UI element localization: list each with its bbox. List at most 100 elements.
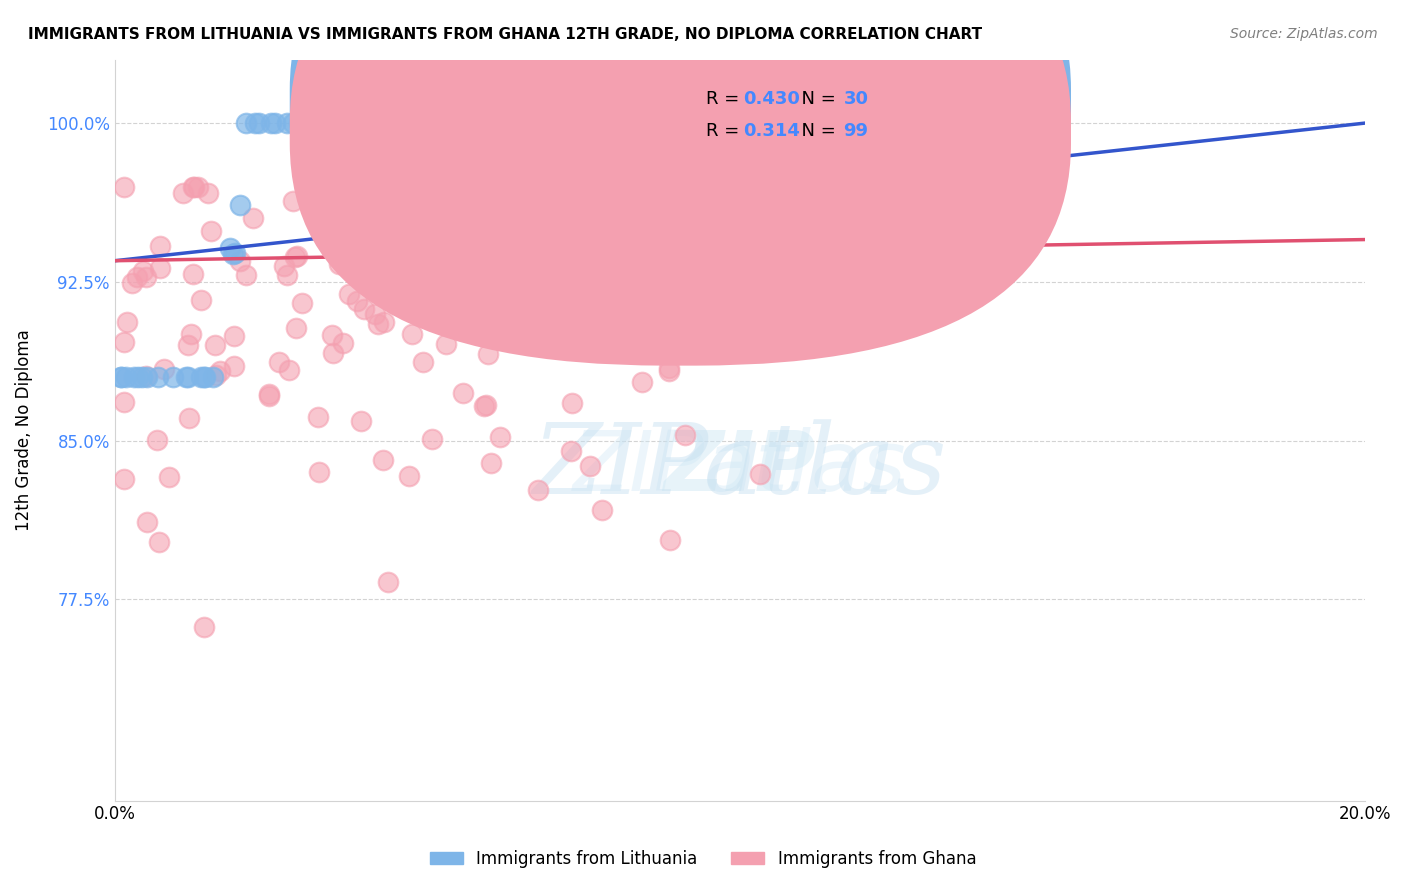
Point [209,364,232,378]
FancyBboxPatch shape [290,0,1071,334]
Point [377,574,399,589]
Point [132,263,155,277]
Point [434,337,457,351]
Point [204,338,226,352]
Point [204,368,226,382]
Text: R =: R = [706,122,745,140]
Point [471,289,494,303]
Point [247,116,270,130]
Point [257,386,280,401]
Point [149,261,172,276]
Point [153,361,176,376]
Point [172,186,194,200]
Point [181,179,204,194]
Point [277,363,299,377]
Point [477,347,499,361]
Point [276,268,298,282]
Point [658,364,681,378]
Text: Source: ZipAtlas.com: Source: ZipAtlas.com [1230,27,1378,41]
Point [276,116,298,130]
Point [273,259,295,273]
Point [283,116,305,130]
Point [224,328,246,343]
Point [851,254,873,268]
Point [200,224,222,238]
Point [125,270,148,285]
Point [479,456,502,470]
Point [193,370,215,384]
Point [224,246,246,260]
Point [346,294,368,309]
Point [451,385,474,400]
Point [408,248,430,262]
Point [110,370,132,384]
Point [510,295,533,310]
Point [148,535,170,549]
Point [179,411,201,425]
Point [401,326,423,341]
Point [364,307,387,321]
Point [416,116,439,130]
Point [267,355,290,369]
Point [135,369,157,384]
Point [194,370,217,384]
Point [353,276,375,290]
Point [260,116,283,130]
Point [235,116,257,130]
Point [287,249,309,263]
Point [197,186,219,200]
Point [489,430,512,444]
Point [112,335,135,350]
Point [749,467,772,481]
Point [398,468,420,483]
Point [222,247,245,261]
Point [229,198,252,212]
Point [474,398,496,412]
Point [284,321,307,335]
Point [235,268,257,282]
Point [373,316,395,330]
Text: 99: 99 [844,122,869,140]
Point [325,240,347,254]
Point [181,268,204,282]
Point [135,370,157,384]
Point [218,241,240,255]
Point [322,346,344,360]
Point [136,515,159,529]
Point [122,370,145,384]
Point [284,250,307,264]
Point [309,187,332,202]
Text: N =: N = [790,122,841,140]
Point [157,470,180,484]
Text: N =: N = [790,90,841,108]
Point [673,428,696,442]
Point [526,483,548,497]
Point [321,327,343,342]
Point [827,324,849,338]
Point [110,370,132,384]
Text: 0.430: 0.430 [744,90,800,108]
Point [190,370,212,384]
Point [371,453,394,467]
Point [162,370,184,384]
Point [291,296,314,310]
Point [312,116,335,130]
Point [183,179,205,194]
Text: R =: R = [706,90,745,108]
Point [456,308,478,322]
Point [353,301,375,316]
Point [540,323,562,337]
Point [121,276,143,290]
Text: ZIP: ZIP [664,426,815,508]
Point [308,465,330,479]
Point [658,361,681,376]
Point [485,320,508,334]
Point [193,620,215,634]
Point [146,370,169,384]
Y-axis label: 12th Grade, No Diploma: 12th Grade, No Diploma [15,329,32,531]
Point [127,370,149,384]
Point [131,370,153,384]
Point [112,472,135,486]
Point [591,503,613,517]
FancyBboxPatch shape [645,74,946,160]
